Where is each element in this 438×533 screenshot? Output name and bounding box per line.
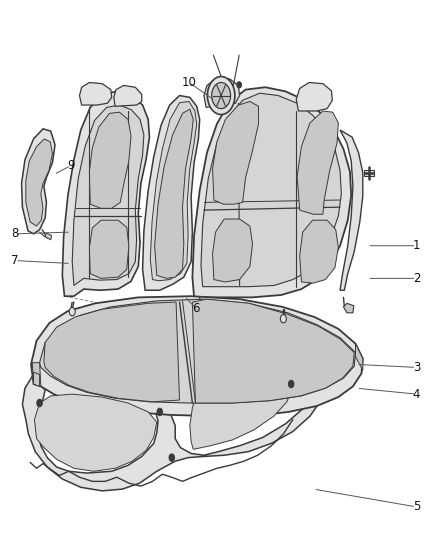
Polygon shape [155, 109, 193, 278]
Circle shape [289, 381, 294, 387]
Polygon shape [62, 91, 149, 296]
Polygon shape [79, 83, 112, 105]
Circle shape [237, 82, 241, 88]
Polygon shape [39, 299, 356, 403]
Polygon shape [340, 130, 363, 290]
Polygon shape [34, 372, 39, 386]
Polygon shape [32, 362, 41, 386]
Circle shape [212, 83, 230, 109]
Text: 3: 3 [413, 361, 420, 374]
Text: 5: 5 [413, 500, 420, 513]
Text: 4: 4 [413, 387, 420, 401]
Circle shape [169, 454, 174, 461]
Polygon shape [89, 220, 129, 278]
Text: 10: 10 [181, 76, 196, 89]
Polygon shape [192, 87, 351, 297]
Polygon shape [204, 79, 240, 108]
Polygon shape [45, 233, 52, 240]
Polygon shape [356, 344, 363, 370]
Polygon shape [72, 105, 144, 286]
Polygon shape [300, 220, 338, 283]
Text: 2: 2 [413, 272, 420, 285]
Circle shape [280, 314, 286, 323]
Polygon shape [114, 85, 142, 106]
Polygon shape [192, 299, 354, 403]
Polygon shape [212, 219, 252, 282]
Circle shape [157, 408, 162, 416]
Text: 7: 7 [11, 254, 19, 267]
Text: 6: 6 [192, 302, 199, 314]
Polygon shape [364, 169, 374, 176]
Polygon shape [297, 111, 338, 214]
Polygon shape [31, 296, 363, 416]
Text: 1: 1 [413, 239, 420, 252]
Polygon shape [200, 304, 210, 314]
Polygon shape [150, 101, 197, 281]
Polygon shape [22, 375, 325, 491]
Polygon shape [201, 93, 341, 287]
Polygon shape [190, 381, 293, 449]
Polygon shape [212, 101, 258, 204]
Polygon shape [343, 303, 354, 313]
Circle shape [37, 399, 42, 407]
Circle shape [208, 77, 235, 115]
Polygon shape [143, 95, 200, 290]
Polygon shape [21, 129, 55, 234]
Polygon shape [35, 394, 157, 471]
Text: 8: 8 [11, 228, 19, 240]
Polygon shape [89, 112, 131, 208]
Polygon shape [44, 302, 180, 402]
Text: 9: 9 [67, 159, 74, 172]
Circle shape [69, 308, 75, 316]
Polygon shape [26, 139, 53, 226]
Polygon shape [296, 83, 332, 111]
